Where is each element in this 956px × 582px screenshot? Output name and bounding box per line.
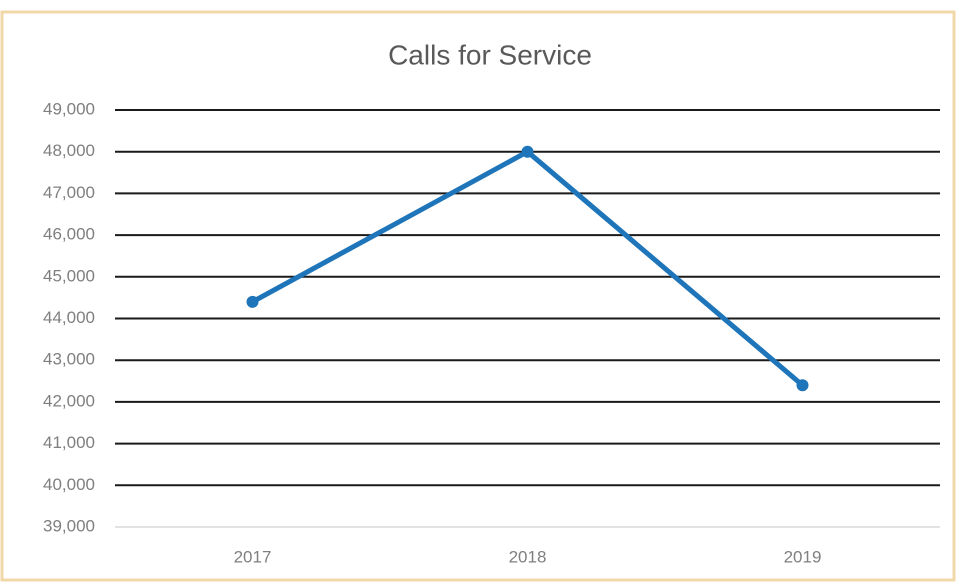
y-tick-label: 39,000 xyxy=(43,516,95,535)
y-tick-label: 44,000 xyxy=(43,308,95,327)
x-tick-label: 2017 xyxy=(234,547,272,566)
y-tick-label: 47,000 xyxy=(43,183,95,202)
x-tick-label: 2019 xyxy=(784,547,822,566)
line-point xyxy=(796,379,809,392)
y-tick-label: 42,000 xyxy=(43,391,95,410)
line-point xyxy=(521,145,534,158)
y-tick-label: 46,000 xyxy=(43,225,95,244)
y-tick-label: 43,000 xyxy=(43,350,95,369)
y-tick-label: 41,000 xyxy=(43,433,95,452)
y-tick-label: 40,000 xyxy=(43,475,95,494)
x-tick-label: 2018 xyxy=(509,547,547,566)
y-tick-label: 49,000 xyxy=(43,99,95,118)
y-tick-label: 48,000 xyxy=(43,141,95,160)
y-tick-label: 45,000 xyxy=(43,266,95,285)
chart-border xyxy=(0,10,956,582)
line-point xyxy=(246,295,259,308)
chart-title: Calls for Service xyxy=(388,39,592,70)
